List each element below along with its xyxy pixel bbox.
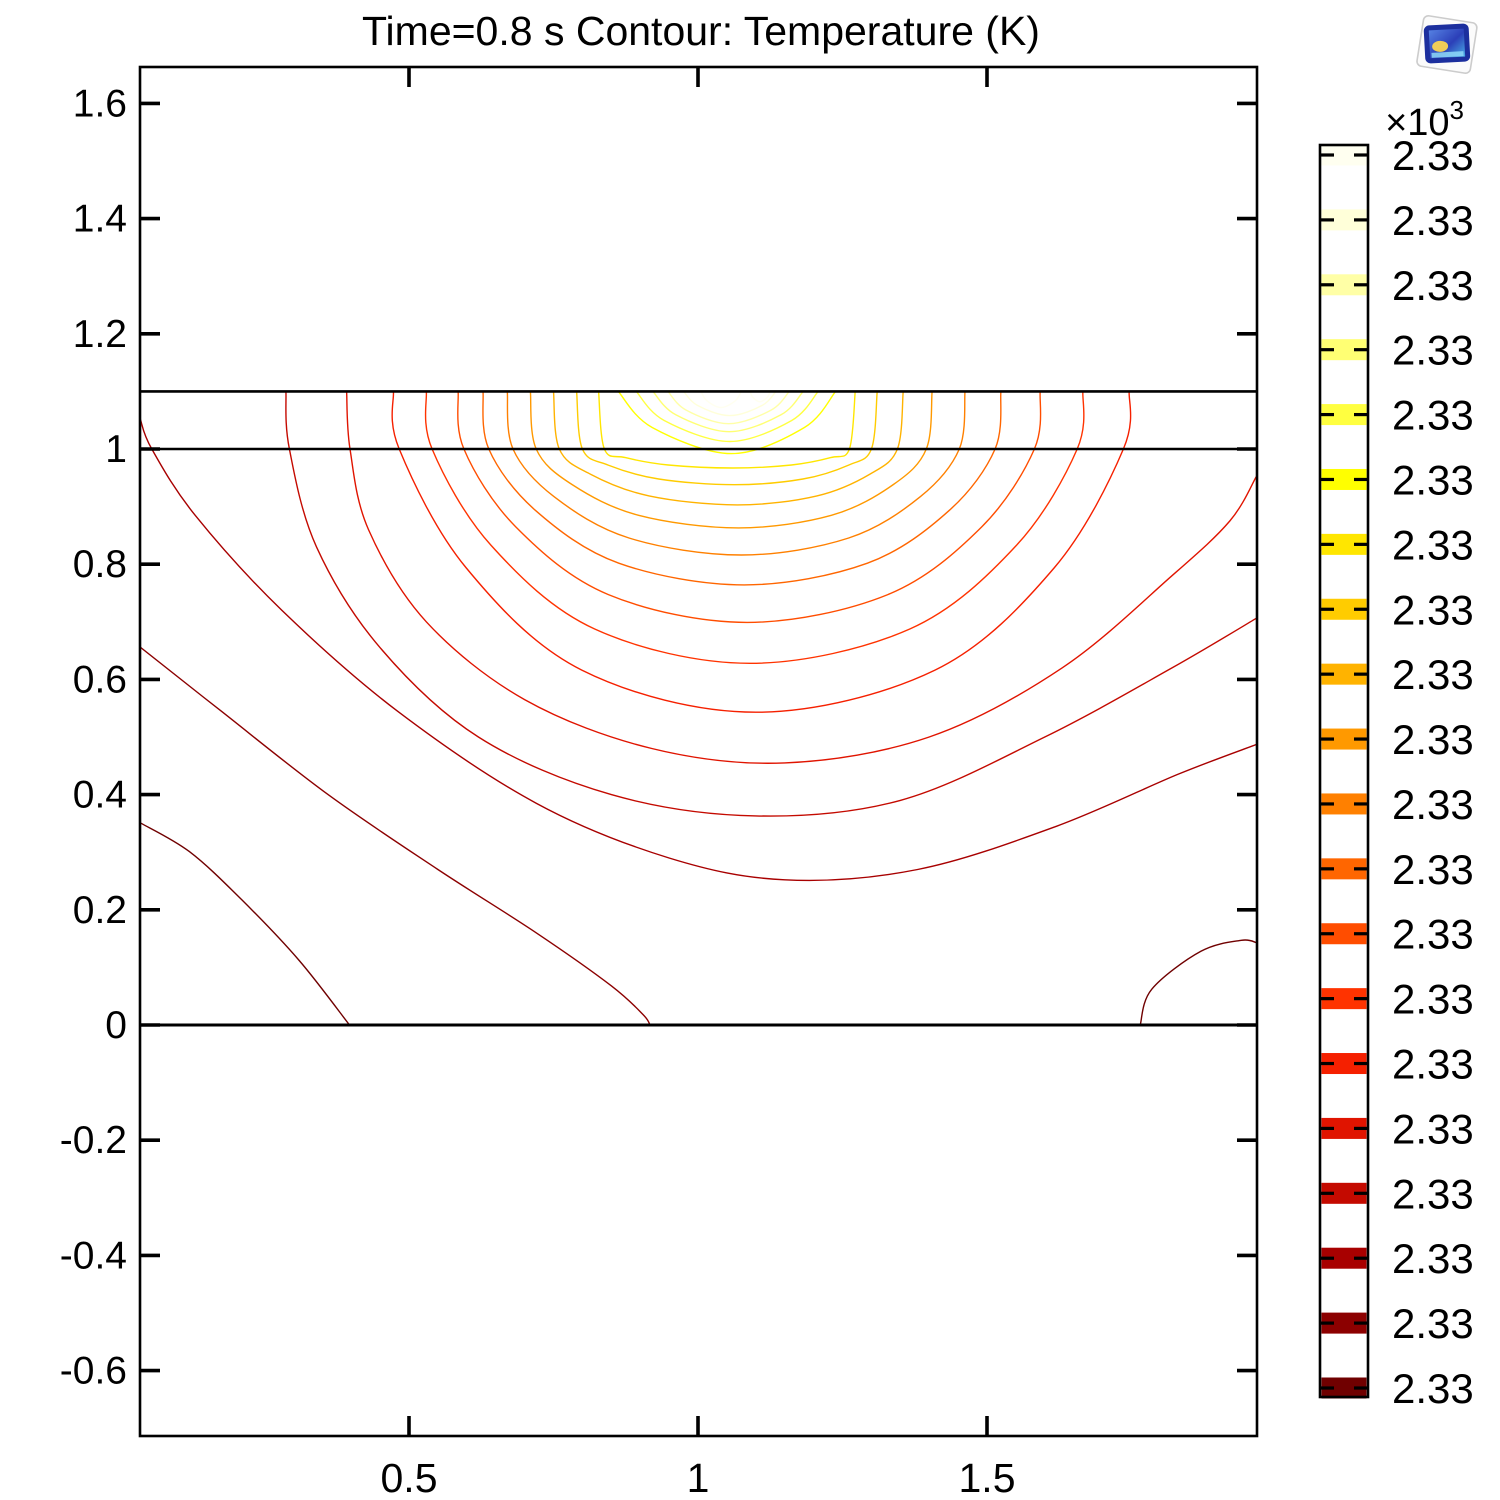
contour-line-level-3 — [141, 419, 1256, 882]
colorbar-value-label: 2.33 — [1392, 327, 1474, 374]
contour-line-level-20 — [749, 391, 771, 403]
plot-frame — [138, 65, 1259, 1438]
colorbar-band — [1321, 598, 1367, 620]
icon-image-streak — [1431, 51, 1464, 58]
contour-line-level-11 — [529, 391, 933, 529]
contour-line-level-19 — [682, 390, 777, 417]
y-tick-label: 1.6 — [73, 82, 127, 125]
colorbar-band — [1321, 274, 1367, 296]
contour-line-level-16 — [635, 390, 819, 443]
contour-line-level-9 — [482, 391, 1002, 586]
contour-line-level-2 — [141, 646, 651, 1026]
colorbar-value-label: 2.33 — [1392, 716, 1474, 763]
colorbar-value-label: 2.33 — [1392, 262, 1474, 309]
y-tick-label: 0.6 — [73, 658, 127, 701]
plot-thumbnail-icon — [1416, 15, 1478, 74]
colorbar-band — [1321, 793, 1367, 815]
colorbar-band — [1321, 988, 1367, 1010]
y-tick-label: -0.6 — [60, 1350, 127, 1393]
contour-line-level-6 — [391, 391, 1132, 713]
contour-line-level-18 — [667, 390, 790, 425]
colorbar-band — [1321, 1312, 1367, 1334]
contour-line-level-20 — [700, 391, 743, 409]
contour-line-level-10 — [506, 391, 966, 556]
contour-lines-layer — [141, 390, 1256, 1026]
contour-line-level-17 — [652, 390, 804, 433]
colorbar-value-label: 2.33 — [1392, 521, 1474, 568]
axis-ticks — [140, 67, 1257, 1436]
contour-line-level-5 — [345, 391, 1256, 764]
colorbar-band — [1321, 1182, 1367, 1204]
y-tick-label: -0.2 — [60, 1119, 127, 1162]
x-tick-label: 0.5 — [381, 1455, 438, 1500]
colorbar-band — [1321, 663, 1367, 685]
x-tick-label: 1.5 — [959, 1455, 1016, 1500]
colorbar-band — [1321, 923, 1367, 945]
colorbar-band — [1321, 858, 1367, 880]
colorbar-value-label: 2.33 — [1392, 456, 1474, 503]
y-tick-label: 0.2 — [73, 889, 127, 932]
colorbar-value-label: 2.33 — [1392, 197, 1474, 244]
colorbar-band — [1321, 404, 1367, 426]
y-tick-label: -0.4 — [60, 1234, 127, 1277]
colorbar-value-label: 2.33 — [1392, 1105, 1474, 1152]
x-axis-labels: 0.5 1 1.5 — [381, 1455, 1016, 1500]
plot-title: Time=0.8 s Contour: Temperature (K) — [362, 8, 1040, 54]
colorbar-value-label: 2.33 — [1392, 976, 1474, 1023]
colorbar-exponent: ×103 — [1385, 95, 1464, 144]
colorbar-value-label: 2.33 — [1392, 781, 1474, 828]
colorbar: 2.33 2.33 2.33 2.33 2.33 2.33 2.33 2.33 2.33 2.33… — [1318, 95, 1474, 1412]
colorbar-band — [1321, 209, 1367, 231]
colorbar-value-label: 2.33 — [1392, 1170, 1474, 1217]
contour-line-level-7 — [424, 391, 1085, 665]
colorbar-band — [1321, 339, 1367, 361]
colorbar-band — [1321, 728, 1367, 750]
colorbar-band — [1321, 533, 1367, 555]
icon-image-highlight — [1432, 40, 1449, 52]
colorbar-value-label: 2.33 — [1392, 392, 1474, 439]
contour-line-level-14 — [597, 391, 856, 469]
colorbar-value-label: 2.33 — [1392, 1365, 1474, 1412]
contour-line-level-1 — [1139, 939, 1256, 1026]
contour-line-level-1 — [141, 822, 351, 1026]
x-tick-label: 1 — [687, 1455, 710, 1500]
y-tick-label: 1.4 — [73, 198, 127, 241]
colorbar-value-label: 2.33 — [1392, 1041, 1474, 1088]
colorbar-border — [1318, 143, 1370, 1399]
y-axis-labels: 1.6 1.4 1.2 1 0.8 0.6 0.4 0.2 0 -0.2 -0.4 -0.6 — [60, 82, 127, 1392]
y-tick-label: 1 — [105, 428, 127, 471]
contour-line-level-15 — [617, 390, 837, 455]
colorbar-band — [1321, 144, 1367, 166]
y-tick-label: 0 — [105, 1004, 127, 1047]
geometry-boundaries — [140, 390, 1257, 1027]
y-tick-label: 0.4 — [73, 774, 127, 817]
colorbar-band — [1321, 1247, 1367, 1269]
contour-line-level-4 — [285, 391, 1256, 817]
colorbar-value-label: 2.33 — [1392, 1300, 1474, 1347]
colorbar-band — [1321, 1117, 1367, 1139]
colorbar-value-label: 2.33 — [1392, 846, 1474, 893]
colorbar-value-label: 2.33 — [1392, 651, 1474, 698]
contour-line-level-13 — [575, 391, 878, 486]
colorbar-band — [1321, 468, 1367, 490]
y-tick-label: 1.2 — [73, 313, 127, 356]
colorbar-value-label: 2.33 — [1392, 911, 1474, 958]
y-tick-label: 0.8 — [73, 543, 127, 586]
contour-line-level-12 — [552, 391, 904, 506]
colorbar-body — [1320, 145, 1368, 1397]
colorbar-band — [1321, 1053, 1367, 1075]
colorbar-value-label: 2.33 — [1392, 1235, 1474, 1282]
colorbar-value-label: 2.33 — [1392, 586, 1474, 633]
colorbar-value-label: 2.33 — [1392, 132, 1474, 179]
contour-line-level-8 — [457, 391, 1042, 624]
colorbar-band — [1321, 1377, 1367, 1399]
